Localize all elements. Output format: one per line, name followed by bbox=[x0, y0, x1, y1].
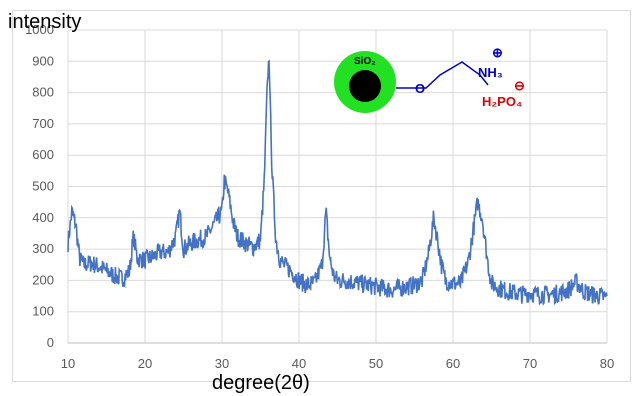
amine-charge: ⊕ bbox=[492, 45, 503, 60]
x-axis-ticks: 10 20 30 40 50 60 70 80 bbox=[61, 356, 614, 371]
core-label: SiO₂ bbox=[354, 56, 376, 67]
y-tick-label: 900 bbox=[32, 53, 54, 68]
y-tick-label: 1000 bbox=[25, 22, 54, 37]
y-tick-label: 600 bbox=[32, 147, 54, 162]
x-tick-label: 30 bbox=[215, 356, 229, 371]
counter-ion-label: H₂PO₄ bbox=[482, 94, 522, 109]
y-axis-label: intensity bbox=[8, 11, 82, 33]
amine-label: NH₃ bbox=[478, 65, 503, 80]
x-tick-label: 50 bbox=[369, 356, 383, 371]
x-tick-label: 40 bbox=[292, 356, 306, 371]
y-tick-label: 0 bbox=[47, 335, 54, 350]
silica-core bbox=[349, 70, 381, 102]
y-tick-label: 200 bbox=[32, 272, 54, 287]
counter-ion-charge: ⊖ bbox=[514, 78, 525, 93]
chart-frame bbox=[12, 10, 631, 382]
linker-bond bbox=[396, 61, 489, 89]
y-tick-label: 300 bbox=[32, 241, 54, 256]
y-tick-label: 100 bbox=[32, 304, 54, 319]
y-tick-label: 700 bbox=[32, 116, 54, 131]
y-tick-label: 800 bbox=[32, 85, 54, 100]
x-axis-label: degree(2θ) bbox=[212, 372, 310, 394]
series-line bbox=[67, 59, 608, 306]
x-tick-label: 60 bbox=[446, 356, 460, 371]
x-tick-label: 10 bbox=[61, 356, 75, 371]
y-tick-label: 500 bbox=[32, 179, 54, 194]
y-axis-ticks: 0 100 200 300 400 500 600 700 800 900 1000 bbox=[25, 22, 54, 350]
oxygen-label: O bbox=[415, 81, 425, 96]
y-tick-label: 400 bbox=[32, 210, 54, 225]
molecule-inset: SiO₂ O NH₃ ⊕ H₂PO₄ ⊖ bbox=[334, 45, 525, 113]
x-tick-label: 80 bbox=[600, 356, 614, 371]
x-tick-label: 70 bbox=[523, 356, 537, 371]
x-tick-label: 20 bbox=[138, 356, 152, 371]
